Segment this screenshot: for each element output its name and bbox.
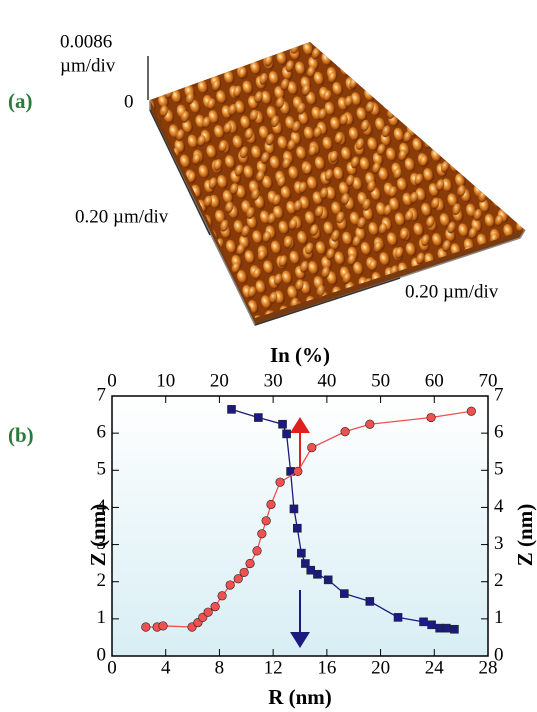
point <box>394 613 402 621</box>
point <box>428 621 436 629</box>
y2-tick-label: 6 <box>494 422 504 443</box>
point <box>204 608 213 617</box>
y-scale: 0.20 µm/div <box>75 206 169 227</box>
y-tick-label: 5 <box>97 459 107 480</box>
point <box>324 576 332 584</box>
z-scale: 0.0086 <box>60 31 112 52</box>
point <box>246 559 255 568</box>
x-tick-label: 20 <box>371 657 390 678</box>
y-tick-label: 3 <box>97 533 107 554</box>
point <box>253 547 262 556</box>
point <box>240 568 249 577</box>
x2-tick-label: 0 <box>107 370 117 391</box>
y2-tick-label: 5 <box>494 459 504 480</box>
y-tick-label: 4 <box>97 496 107 517</box>
y2-tick-label: 3 <box>494 533 504 554</box>
point <box>420 618 428 626</box>
point <box>467 407 476 416</box>
point <box>262 517 271 526</box>
point <box>218 592 227 601</box>
x-axis-title: R (nm) <box>268 685 332 709</box>
point <box>427 413 436 422</box>
point <box>313 570 321 578</box>
x-tick-label: 24 <box>425 657 445 678</box>
point <box>341 427 350 436</box>
panel-label: (b) <box>8 423 34 447</box>
point <box>442 624 450 632</box>
x2-tick-label: 60 <box>425 370 444 391</box>
y-tick-label: 0 <box>97 644 107 665</box>
z-zero: 0 <box>124 91 134 112</box>
x-tick-label: 4 <box>161 657 171 678</box>
point <box>290 505 298 513</box>
x-tick-label: 12 <box>264 657 283 678</box>
point <box>228 405 236 413</box>
point <box>294 467 303 476</box>
point <box>159 622 168 631</box>
point <box>366 420 375 429</box>
y2-axis-title: Z (nm) <box>513 504 537 566</box>
point <box>293 524 301 532</box>
x-tick-label: 16 <box>317 657 336 678</box>
point <box>297 549 305 557</box>
point <box>226 581 235 590</box>
z-unit: µm/div <box>60 55 116 76</box>
x-tick-label: 0 <box>107 657 117 678</box>
y2-tick-label: 0 <box>494 644 504 665</box>
x-scale: 0.20 µm/div <box>405 281 499 302</box>
y-tick-label: 6 <box>97 422 107 443</box>
point <box>340 590 348 598</box>
x2-tick-label: 50 <box>371 370 390 391</box>
point <box>366 597 374 605</box>
point <box>211 602 220 611</box>
y-tick-label: 2 <box>97 570 107 591</box>
point <box>142 623 151 632</box>
x2-tick-label: 20 <box>210 370 229 391</box>
y-tick-label: 1 <box>97 607 107 628</box>
figure: (a) 0.0086 µm/div 0 0.20 µm/div 0.20 µm/… <box>0 0 537 712</box>
y2-tick-label: 4 <box>494 496 504 517</box>
point <box>276 478 285 487</box>
x2-axis-title: In (%) <box>270 343 330 367</box>
point <box>450 625 458 633</box>
point <box>279 420 287 428</box>
x-tick-label: 8 <box>215 657 225 678</box>
x2-tick-label: 30 <box>264 370 283 391</box>
point <box>283 430 291 438</box>
point <box>254 414 262 422</box>
point <box>267 500 276 509</box>
page: (a) 0.0086 µm/div 0 0.20 µm/div 0.20 µm/… <box>0 0 537 712</box>
point <box>308 443 317 452</box>
y-tick-label: 7 <box>97 384 107 405</box>
point <box>258 530 267 539</box>
y2-tick-label: 1 <box>494 607 504 628</box>
y2-tick-label: 2 <box>494 570 504 591</box>
x2-tick-label: 40 <box>317 370 336 391</box>
y2-tick-label: 7 <box>494 384 504 405</box>
x2-tick-label: 10 <box>156 370 175 391</box>
panel-label: (a) <box>8 89 33 113</box>
